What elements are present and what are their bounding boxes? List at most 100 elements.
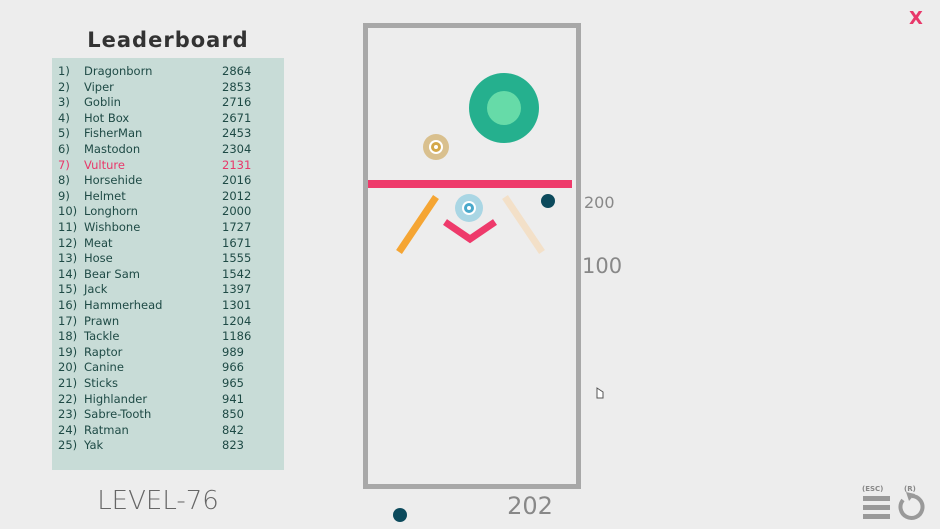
marker-100: 100 <box>582 254 623 278</box>
leaderboard-row: 16) Hammerhead 1301 <box>58 298 278 313</box>
leaderboard-row: 10) Longhorn 2000 <box>58 204 278 219</box>
entry-score: 2012 <box>222 188 252 203</box>
entry-name: Tackle <box>84 329 120 344</box>
entry-rank: 2) <box>58 79 70 94</box>
entry-rank: 25) <box>58 438 78 453</box>
entry-name: Wishbone <box>84 220 141 234</box>
leaderboard-row: 2) Viper 2853 <box>58 80 278 95</box>
entry-rank: 14) <box>58 266 78 281</box>
entry-rank: 12) <box>58 235 78 250</box>
entry-name: Helmet <box>84 188 126 203</box>
restart-icon[interactable] <box>898 492 925 520</box>
entry-rank: 19) <box>58 344 78 359</box>
leaderboard-row: 11) Wishbone 1727 <box>58 220 278 235</box>
entry-rank: 20) <box>58 360 78 375</box>
entry-score: 2016 <box>222 173 252 188</box>
entry-name: Longhorn <box>84 204 138 219</box>
leaderboard-row: 20) Canine 966 <box>58 360 278 375</box>
leaderboard-row: 15) Jack 1397 <box>58 282 278 297</box>
menu-icon[interactable] <box>863 496 890 519</box>
entry-name: Yak <box>84 438 104 453</box>
leaderboard-row: 9) Helmet 2012 <box>58 189 278 204</box>
entry-name: Horsehide <box>84 173 143 188</box>
leaderboard-row: 12) Meat 1671 <box>58 236 278 251</box>
entry-score: 2864 <box>222 64 252 78</box>
entry-rank: 10) <box>58 204 78 219</box>
leaderboard-row: 17) Prawn 1204 <box>58 314 278 329</box>
leaderboard-row: 21) Sticks 965 <box>58 376 278 391</box>
entry-rank: 13) <box>58 251 78 266</box>
leaderboard-row: 24) Ratman 842 <box>58 423 278 438</box>
leaderboard-row: 22) Highlander 941 <box>58 392 278 407</box>
entry-score: 850 <box>222 407 244 422</box>
entry-score: 1727 <box>222 220 252 234</box>
entry-name: Sabre-Tooth <box>84 407 152 422</box>
entry-rank: 9) <box>58 188 70 203</box>
entry-name: Viper <box>84 79 114 94</box>
entry-rank: 4) <box>58 110 70 125</box>
leaderboard-row: 7) Vulture 2131 <box>58 158 278 173</box>
entry-name: Hammerhead <box>84 298 163 312</box>
blue-target <box>455 194 483 222</box>
beige-paddle <box>502 195 545 254</box>
entry-rank: 18) <box>58 329 78 344</box>
entry-rank: 24) <box>58 422 78 437</box>
pointer-cursor-icon <box>596 387 604 399</box>
leaderboard-row: 4) Hot Box 2671 <box>58 111 278 126</box>
entry-rank: 6) <box>58 142 70 156</box>
menu-key-label: (ESC) <box>862 485 884 493</box>
entry-rank: 23) <box>58 407 78 422</box>
entry-name: Ratman <box>84 422 129 437</box>
leaderboard-row: 3) Goblin 2716 <box>58 95 278 110</box>
tan-target <box>423 134 449 160</box>
entry-name: Hose <box>84 251 113 266</box>
green-target <box>469 73 539 143</box>
entry-name: Mastodon <box>84 142 141 156</box>
leaderboard-row: 13) Hose 1555 <box>58 251 278 266</box>
entry-name: Dragonborn <box>84 64 153 78</box>
marker-200: 200 <box>584 193 615 212</box>
entry-name: Hot Box <box>84 110 130 125</box>
leaderboard-title: Leaderboard <box>87 28 249 52</box>
entry-name: Highlander <box>84 391 148 406</box>
entry-score: 1542 <box>222 266 252 281</box>
score: 202 <box>507 492 553 520</box>
entry-name: Jack <box>84 282 108 297</box>
entry-name: Sticks <box>84 376 118 390</box>
entry-score: 966 <box>222 360 244 375</box>
entry-score: 1555 <box>222 251 252 266</box>
entry-score: 2000 <box>222 204 252 219</box>
entry-score: 1186 <box>222 329 252 344</box>
ball <box>541 194 555 208</box>
entry-score: 1671 <box>222 235 252 250</box>
entry-score: 2304 <box>222 142 252 156</box>
entry-name: Goblin <box>84 95 121 110</box>
entry-rank: 1) <box>58 64 70 78</box>
leaderboard-row: 8) Horsehide 2016 <box>58 173 278 188</box>
pink-chevron <box>443 219 497 244</box>
game-arena[interactable] <box>363 23 581 489</box>
leaderboard-panel: 1) Dragonborn 2864 2) Viper 2853 3) Goblin 2716 4… <box>52 58 284 470</box>
entry-score: 2716 <box>222 95 252 110</box>
orange-paddle <box>396 195 439 254</box>
restart-key-label: (R) <box>904 485 916 493</box>
entry-score: 1204 <box>222 313 252 328</box>
entry-rank: 5) <box>58 126 70 141</box>
entry-name: Raptor <box>84 344 123 359</box>
leaderboard-row: 6) Mastodon 2304 <box>58 142 278 157</box>
entry-rank: 17) <box>58 313 78 328</box>
leaderboard-row: 23) Sabre-Tooth 850 <box>58 407 278 422</box>
leaderboard-row: 14) Bear Sam 1542 <box>58 267 278 282</box>
ball-remaining <box>393 508 407 522</box>
entry-name: Bear Sam <box>84 266 140 281</box>
entry-score: 2131 <box>222 157 252 172</box>
leaderboard-row: 1) Dragonborn 2864 <box>58 64 278 79</box>
entry-score: 2453 <box>222 126 252 141</box>
entry-name: Vulture <box>84 157 125 172</box>
entry-score: 941 <box>222 391 244 406</box>
leaderboard-row: 5) FisherMan 2453 <box>58 126 278 141</box>
entry-name: Meat <box>84 235 113 250</box>
close-button[interactable]: X <box>909 8 923 29</box>
leaderboard-row: 18) Tackle 1186 <box>58 329 278 344</box>
